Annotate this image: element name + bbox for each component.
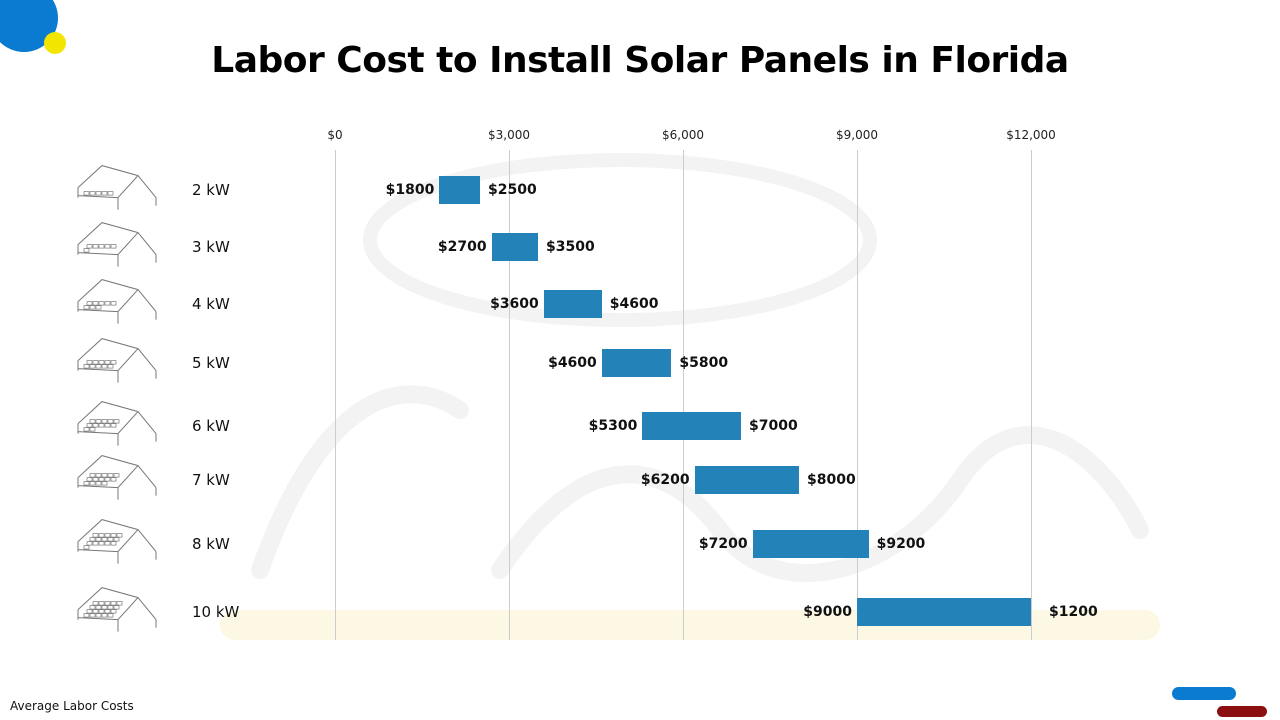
high-value-label: $1200 <box>1049 604 1098 620</box>
high-value-label: $9200 <box>876 536 926 552</box>
low-value-label: $4600 <box>548 355 597 371</box>
range-bar <box>543 290 602 318</box>
house-solar-icon <box>76 337 158 385</box>
gridline <box>335 150 336 640</box>
watermark <box>220 153 1160 640</box>
decor-pill-blue <box>1172 687 1236 700</box>
chart-title: Labor Cost to Install Solar Panels in Fl… <box>211 40 1069 81</box>
category-label: 5 kW <box>192 354 230 372</box>
house-solar-icon <box>76 400 158 448</box>
category-label: 8 kW <box>192 535 230 553</box>
high-value-label: $7000 <box>749 418 798 434</box>
low-value-label: $3600 <box>490 296 539 312</box>
x-tick-label: $6,000 <box>662 128 704 142</box>
low-value-label: $1800 <box>385 182 435 198</box>
x-tick-label: $3,000 <box>488 128 530 142</box>
logo-circle-yellow <box>44 32 66 54</box>
category-label: 2 kW <box>192 181 230 199</box>
range-bar <box>752 530 869 558</box>
footer-caption: Average Labor Costs <box>10 699 134 713</box>
category-label: 10 kW <box>192 603 240 621</box>
gridline <box>509 150 510 640</box>
low-value-label: $2700 <box>437 239 487 255</box>
low-value-label: $5300 <box>588 418 638 434</box>
house-solar-icon <box>76 454 158 502</box>
category-label: 4 kW <box>192 295 230 313</box>
range-bar <box>694 466 799 494</box>
x-tick-label: $0 <box>327 128 343 142</box>
house-solar-icon <box>76 278 158 326</box>
range-bar <box>491 233 538 261</box>
low-value-label: $9000 <box>803 604 852 620</box>
category-label: 6 kW <box>192 417 230 435</box>
high-value-label: $2500 <box>488 182 537 198</box>
high-value-label: $3500 <box>546 239 595 255</box>
house-solar-icon <box>76 221 158 269</box>
low-value-label: $6200 <box>640 472 690 488</box>
high-value-label: $4600 <box>609 296 659 312</box>
decor-pill-red <box>1217 706 1267 717</box>
range-bar <box>857 598 1031 626</box>
category-label: 7 kW <box>192 471 230 489</box>
gridline <box>683 150 684 640</box>
house-solar-icon <box>76 518 158 566</box>
x-tick-label: $9,000 <box>836 128 878 142</box>
range-bar <box>642 412 741 440</box>
range-bar <box>439 176 480 204</box>
high-value-label: $5800 <box>679 355 729 371</box>
range-bar <box>601 349 672 377</box>
house-solar-icon <box>76 586 158 634</box>
high-value-label: $8000 <box>807 472 856 488</box>
gridline <box>857 150 858 640</box>
x-tick-label: $12,000 <box>1006 128 1056 142</box>
gridline <box>1031 150 1032 640</box>
house-solar-icon <box>76 164 158 212</box>
category-label: 3 kW <box>192 238 230 256</box>
low-value-label: $7200 <box>698 536 748 552</box>
